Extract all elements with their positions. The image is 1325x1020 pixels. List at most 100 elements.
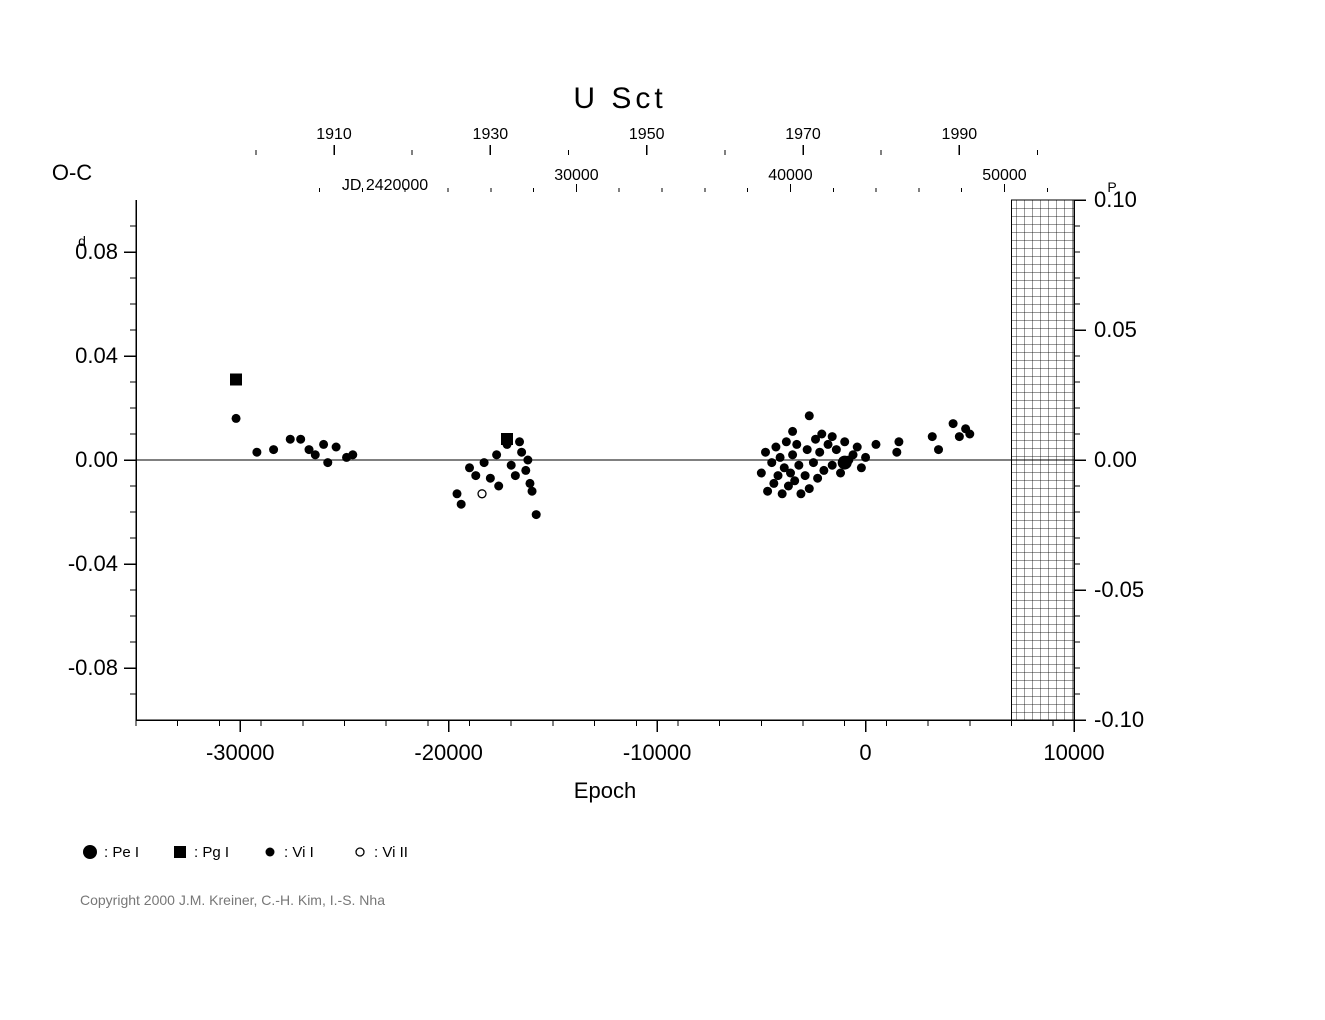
data-point [857,463,866,472]
hatched-future-region [1011,200,1074,720]
x-axis-label: Epoch [574,778,636,803]
data-point [861,453,870,462]
data-point [965,430,974,439]
data-point [788,450,797,459]
data-point [232,414,241,423]
data-point [794,461,803,470]
x-tick-label: -10000 [623,740,692,765]
data-point [778,489,787,498]
jd-prefix: JD 2420000 [342,177,428,194]
jd-tick-label: 30000 [554,167,599,184]
x-tick-label: 10000 [1043,740,1104,765]
legend-label: : Pe I [104,844,139,861]
data-point [792,440,801,449]
data-point [771,443,780,452]
data-point [892,448,901,457]
data-point [471,471,480,480]
data-point [805,411,814,420]
data-point [503,440,512,449]
data-point [817,430,826,439]
data-point [809,458,818,467]
data-point [836,469,845,478]
oc-diagram: U Sct -30000 -20000 -10000 0 10000 Epoch 1910 19… [0,0,1325,1020]
legend-label: : Vi I [284,844,314,861]
data-point [815,448,824,457]
data-point [174,846,186,858]
data-point [763,487,772,496]
data-point [511,471,520,480]
data-point [492,450,501,459]
data-point [769,479,778,488]
y-left-label: O-C [52,160,92,185]
chart-title: U Sct [573,82,666,115]
data-point [828,461,837,470]
data-point [894,437,903,446]
data-point [494,482,503,491]
data-point [478,490,486,498]
data-point [356,848,364,856]
data-point [790,476,799,485]
year-tick-label: 1970 [785,126,821,143]
data-point [767,458,776,467]
x-tick-label: -20000 [414,740,483,765]
legend-label: : Vi II [374,844,408,861]
data-point [230,373,242,385]
year-tick-label: 1950 [629,126,665,143]
data-point [311,450,320,459]
data-point [774,471,783,480]
data-point [453,489,462,498]
data-point [532,510,541,519]
legend-label: : Pg I [194,844,229,861]
data-point [828,432,837,441]
data-point [786,469,795,478]
data-point [949,419,958,428]
data-point [296,435,305,444]
year-tick-label: 1910 [316,126,352,143]
data-point [465,463,474,472]
data-point [757,469,766,478]
data-point [486,474,495,483]
x-tick-label: 0 [859,740,871,765]
data-point [528,487,537,496]
y-left-tick-label: -0.04 [68,551,118,576]
data-point [871,440,880,449]
data-point [824,440,833,449]
jd-tick-label: 50000 [982,167,1027,184]
data-point [525,479,534,488]
data-point [782,437,791,446]
data-point [761,448,770,457]
data-point [849,450,858,459]
y-right-tick-label: -0.10 [1094,707,1144,732]
year-tick-label: 1930 [473,126,509,143]
data-point [457,500,466,509]
data-point [319,440,328,449]
data-point [776,453,785,462]
data-point [252,448,261,457]
data-point [840,437,849,446]
data-point [269,445,278,454]
data-point [507,461,516,470]
data-point [801,471,810,480]
data-point [323,458,332,467]
data-point [788,427,797,436]
data-point [521,466,530,475]
data-point [813,474,822,483]
data-point [928,432,937,441]
y-right-tick-label: 0.00 [1094,447,1137,472]
data-point [803,445,812,454]
data-point [955,432,964,441]
x-tick-label: -30000 [206,740,275,765]
data-point [853,443,862,452]
copyright: Copyright 2000 J.M. Kreiner, C.-H. Kim, … [80,892,385,908]
data-point [832,445,841,454]
y-left-unit: d [78,233,86,249]
data-point [480,458,489,467]
y-right-tick-label: 0.05 [1094,317,1137,342]
y-left-tick-label: 0.00 [75,447,118,472]
year-tick-label: 1990 [942,126,978,143]
data-point [523,456,532,465]
data-point [517,448,526,457]
data-point [286,435,295,444]
y-right-unit: P [1107,179,1116,195]
y-right-tick-label: -0.05 [1094,577,1144,602]
